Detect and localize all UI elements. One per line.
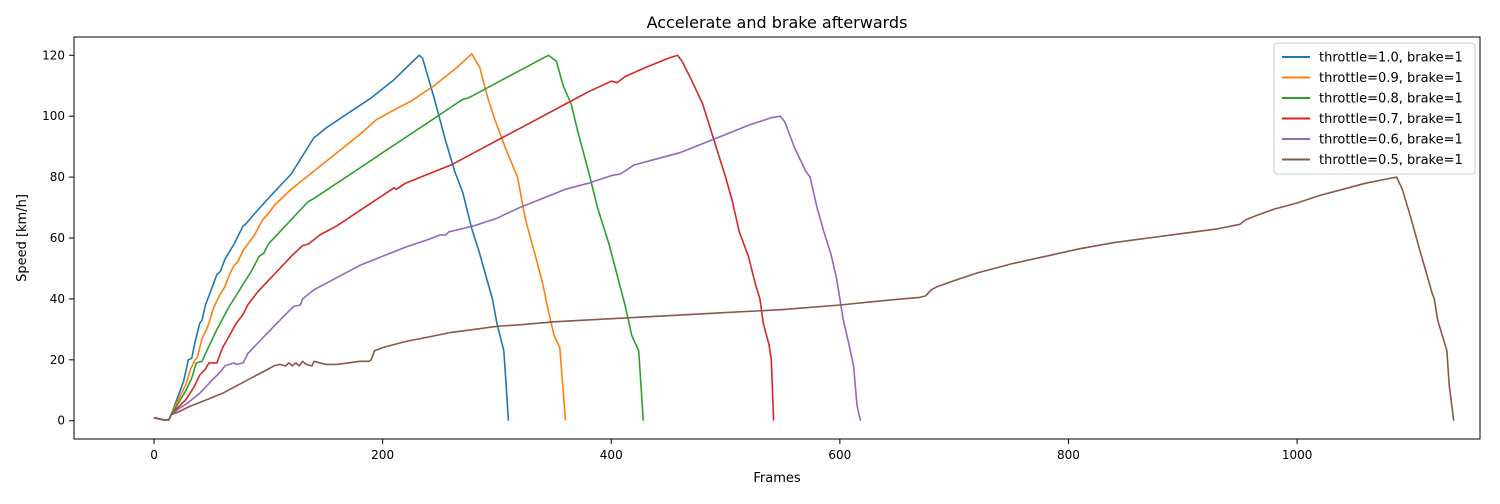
series-line-1 (153, 54, 510, 421)
x-tick-label: 400 (600, 448, 623, 462)
legend-label-4: throttle=0.7, brake=1 (1319, 112, 1463, 127)
y-axis-label: Speed [km/h] (15, 194, 30, 282)
legend-box (1273, 42, 1476, 175)
x-tick-label: 800 (1057, 448, 1080, 462)
series-line-3 (153, 54, 645, 421)
series-line-6 (153, 176, 1455, 421)
y-tick-label: 80 (50, 170, 65, 184)
legend: throttle=1.0, brake=1 throttle=0.9, brake… (1273, 42, 1476, 175)
series-layer (153, 53, 1455, 421)
legend-label-2: throttle=0.9, brake=1 (1319, 71, 1463, 86)
legend-label-1: throttle=1.0, brake=1 (1319, 51, 1463, 66)
y-tick-label: 100 (42, 109, 65, 123)
x-tick-label: 600 (828, 448, 851, 462)
legend-label-6: throttle=0.5, brake=1 (1319, 153, 1463, 168)
series-line-2 (153, 53, 567, 421)
y-tick-label: 20 (50, 353, 65, 367)
y-tick-label: 0 (57, 414, 65, 428)
y-tick-label: 120 (42, 48, 65, 62)
y-tick-label: 60 (50, 231, 65, 245)
y-tick-label: 40 (50, 292, 65, 306)
series-line-5 (153, 115, 862, 421)
legend-label-5: throttle=0.6, brake=1 (1319, 133, 1463, 148)
x-tick-label: 200 (371, 448, 394, 462)
x-axis-label: Frames (753, 471, 801, 486)
chart-title: Accelerate and brake afterwards (647, 13, 908, 32)
axes-frame (73, 36, 1481, 440)
axes-layer: 0 200 400 600 800 1000 0 20 40 60 80 100 120 (42, 48, 1312, 462)
legend-label-3: throttle=0.8, brake=1 (1319, 92, 1463, 107)
x-tick-label: 0 (150, 448, 158, 462)
series-line-4 (153, 54, 775, 421)
x-tick-label: 1000 (1282, 448, 1313, 462)
